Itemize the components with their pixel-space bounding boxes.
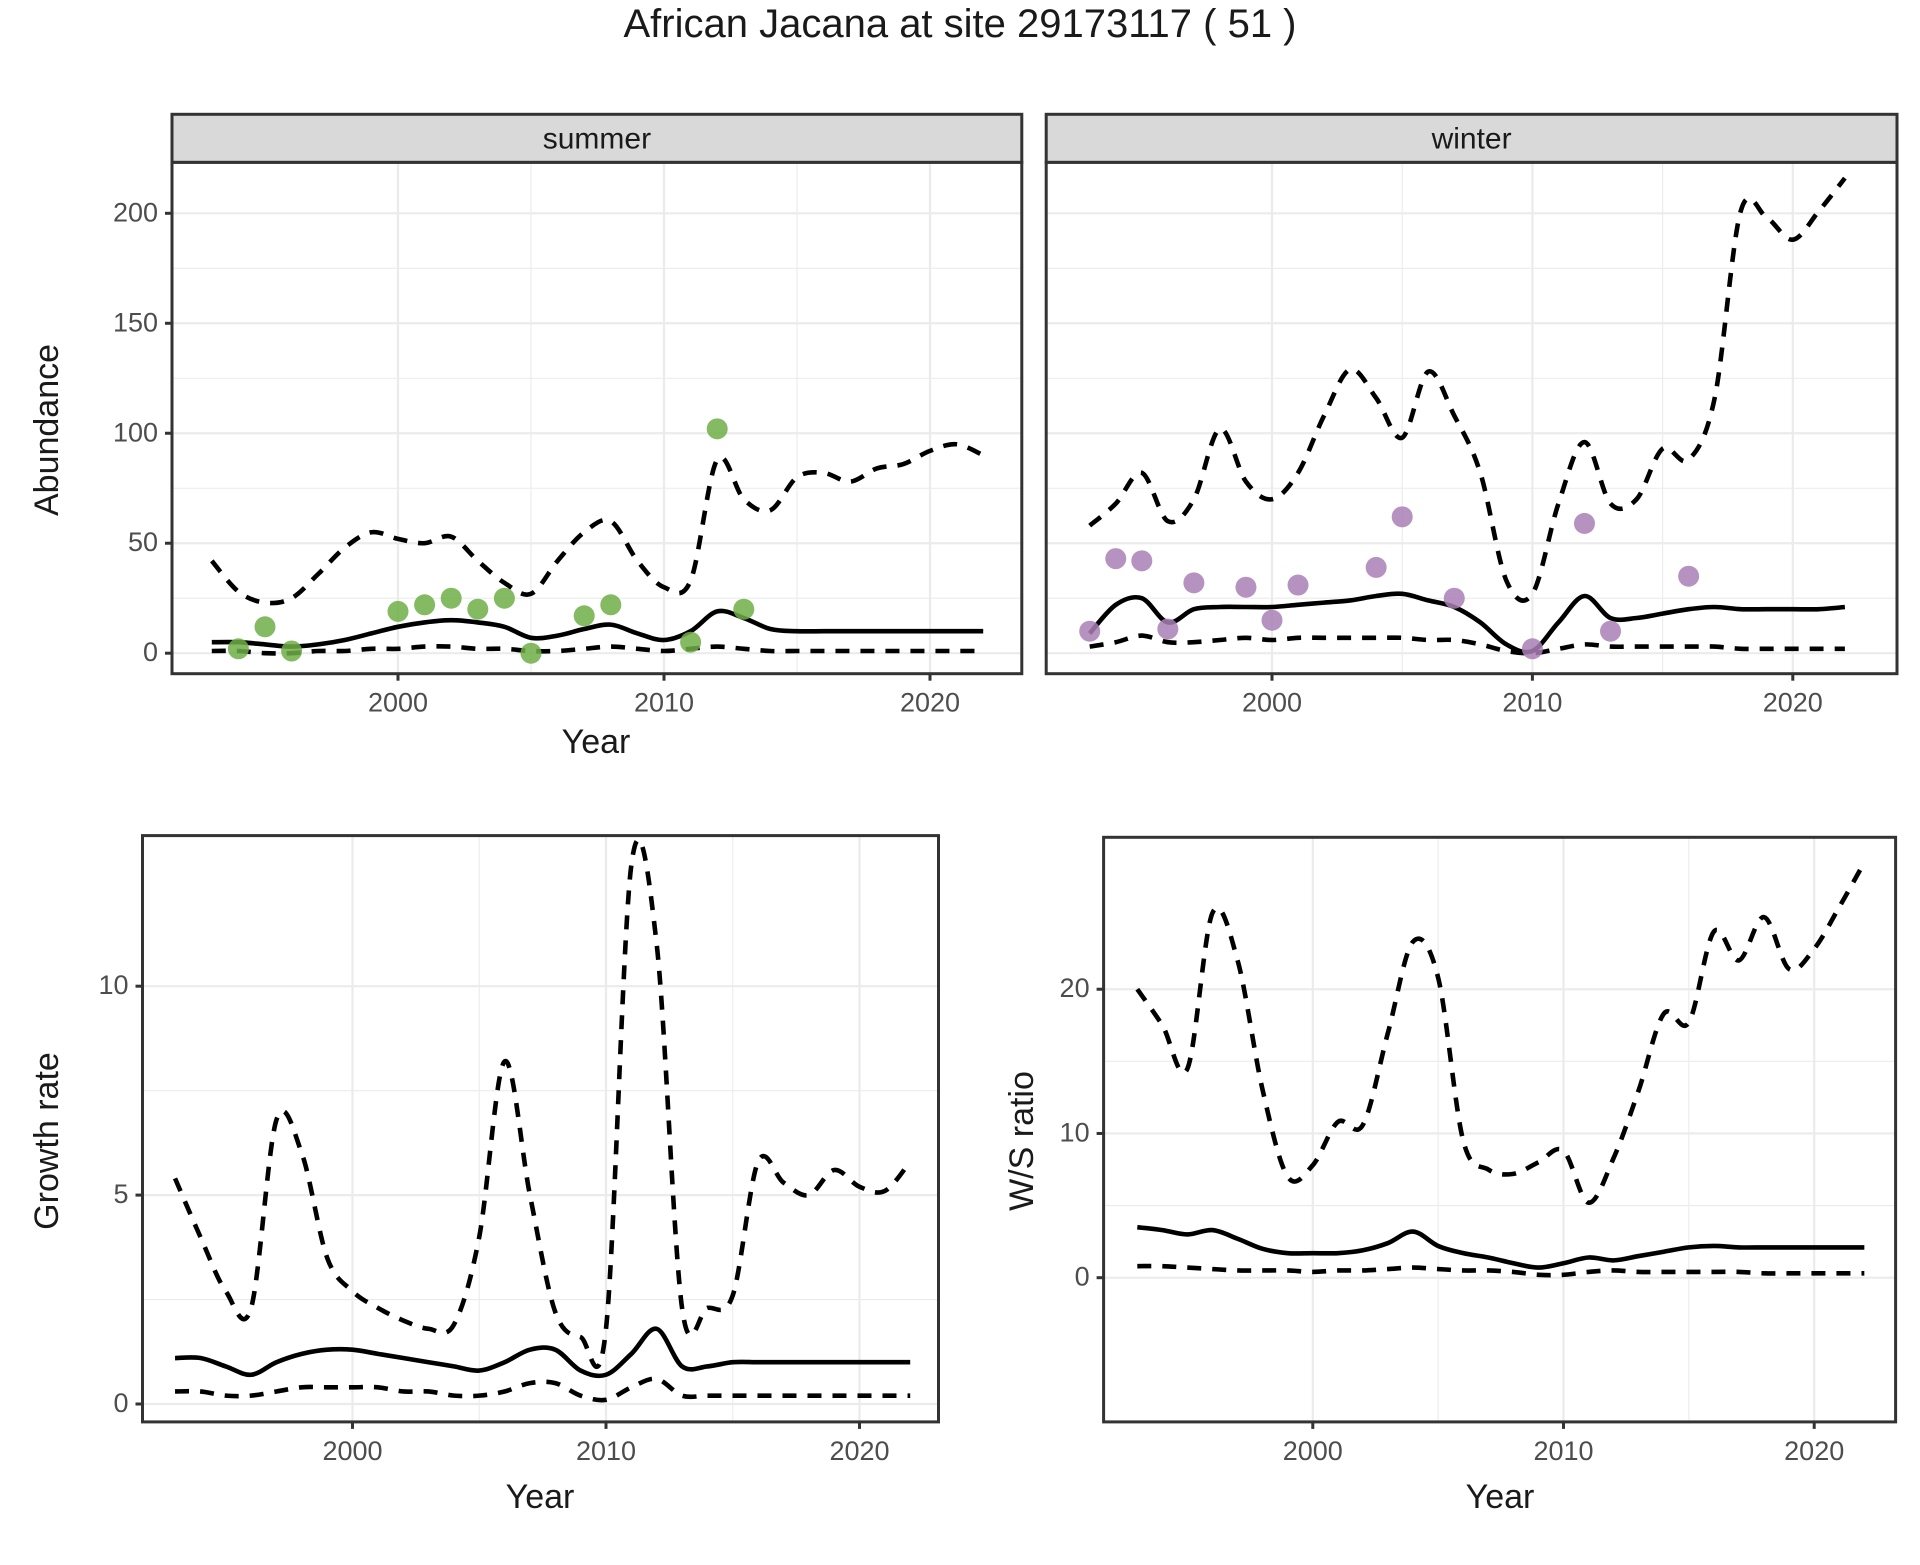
svg-text:2000: 2000 [1283, 1436, 1343, 1466]
svg-text:2000: 2000 [368, 688, 428, 718]
svg-text:2000: 2000 [1242, 688, 1302, 718]
svg-text:0: 0 [143, 637, 158, 667]
svg-text:150: 150 [113, 307, 158, 337]
svg-text:Year: Year [1466, 1478, 1535, 1516]
svg-text:Year: Year [562, 723, 631, 761]
svg-text:20: 20 [1060, 973, 1090, 1003]
svg-text:200: 200 [113, 197, 158, 227]
svg-text:0: 0 [1075, 1262, 1090, 1292]
svg-text:100: 100 [113, 417, 158, 447]
svg-text:50: 50 [128, 527, 158, 557]
svg-text:0: 0 [113, 1388, 128, 1418]
svg-text:2020: 2020 [1763, 688, 1823, 718]
svg-text:2020: 2020 [900, 688, 960, 718]
svg-text:2020: 2020 [1784, 1436, 1844, 1466]
svg-text:2010: 2010 [1502, 688, 1562, 718]
svg-text:2010: 2010 [1533, 1436, 1593, 1466]
svg-text:2010: 2010 [634, 688, 694, 718]
svg-text:Growth rate: Growth rate [28, 1052, 66, 1230]
svg-text:2010: 2010 [576, 1436, 636, 1466]
svg-text:Year: Year [506, 1478, 575, 1516]
svg-text:5: 5 [113, 1179, 128, 1209]
svg-text:10: 10 [98, 970, 128, 1000]
svg-text:2000: 2000 [322, 1436, 382, 1466]
svg-text:W/S ratio: W/S ratio [1003, 1071, 1041, 1211]
svg-text:winter: winter [1431, 122, 1512, 155]
svg-text:Abundance: Abundance [28, 344, 66, 516]
svg-text:summer: summer [543, 122, 651, 155]
svg-text:2020: 2020 [829, 1436, 889, 1466]
svg-text:10: 10 [1060, 1117, 1090, 1147]
